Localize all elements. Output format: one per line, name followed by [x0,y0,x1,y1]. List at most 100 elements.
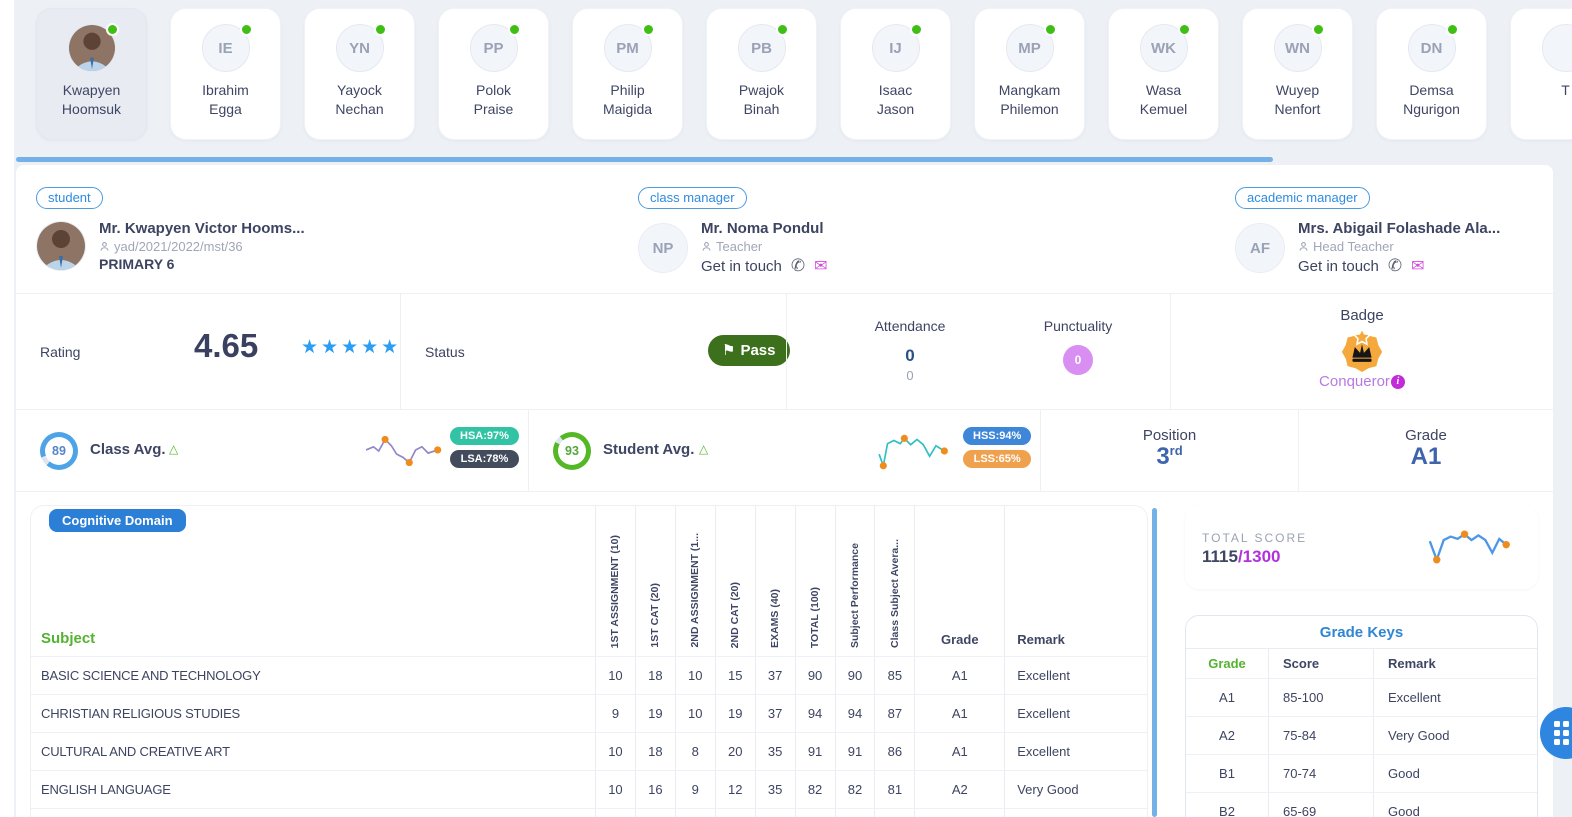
score-cell: 10 [594,657,635,694]
student-card[interactable]: PP Polok Praise [438,8,549,140]
score-cell: 91 [794,733,835,770]
attendance-sub-value: 0 [906,368,914,383]
avatar: PB [737,23,789,72]
total-score-label: TOTAL SCORE [1202,531,1308,545]
student-average-sparkline [878,434,948,470]
mail-icon[interactable]: ✉ [1411,258,1425,275]
grade-section: Grade A1 [1298,410,1553,491]
mail-icon[interactable]: ✉ [814,258,828,275]
score-cell: 12 [714,771,755,808]
student-average-value: 93 [558,437,586,465]
avatar [67,23,119,72]
grade-keys-grade-header: Grade [1186,649,1269,678]
student-card-name: Kwapyen Hoomsuk [61,82,122,117]
class-average-section: 89 Class Avg. △ HSA:97% LSA:78% [16,410,528,491]
academic-manager-avatar: AF [1235,223,1285,273]
class-manager-role-badge: class manager [638,187,747,209]
online-status-dot [775,23,789,36]
online-status-dot [239,23,253,36]
score-cell: 18 [634,657,675,694]
info-icon[interactable]: i [1390,374,1405,389]
grade-cell: A1 [914,657,1004,694]
carousel-scrollbar[interactable] [16,157,1273,162]
person-icon [100,242,109,251]
online-status-dot [1445,23,1459,36]
student-card[interactable]: DN Demsa Ngurigon [1376,8,1487,140]
get-in-touch-link[interactable]: Get in touch [1298,257,1379,275]
phone-icon[interactable]: ✆ [790,256,806,275]
trend-up-icon: △ [169,442,179,456]
score-cell: 19 [714,695,755,732]
high-score-average-pill: HSA:97% [450,427,519,445]
score-cell: 87 [874,695,914,732]
avatar: WN [1273,23,1325,72]
grade-cell: A1 [914,733,1004,770]
grade-keys-row: B2 65-69 Good [1186,793,1537,817]
initials-avatar: WK [1139,24,1188,72]
student-card-selected[interactable]: Kwapyen Hoomsuk [36,8,147,140]
position-section: Position 3rd [1040,410,1298,491]
student-profile: student Mr. Kwapyen Victor Hooms... yad/… [36,187,305,272]
total-score-value: 1115/1300 [1202,547,1281,566]
score-column-header: 1ST ASSIGNMENT (10) [594,506,635,656]
score-cell: 94 [834,695,875,732]
student-role-badge: student [36,187,103,209]
student-id: yad/2021/2022/mst/36 [114,239,243,254]
score-column-header: 1ST CAT (20) [634,506,675,656]
badge-name: Conqueror [1319,373,1390,390]
student-card[interactable]: YN Yayock Nechan [304,8,415,140]
punctuality-value: 0 [1063,345,1093,375]
avatar [1541,24,1572,72]
score-cell: 35 [754,771,795,808]
avatar: IJ [871,23,923,72]
student-card-name: Demsa Ngurigon [1403,82,1460,117]
cognitive-domain-table: Cognitive Domain Subject 1ST ASSIGNMENT … [30,505,1148,817]
initials-avatar: PP [469,24,518,72]
grade-keys-row: B1 70-74 Good [1186,755,1537,793]
student-card[interactable]: PM Philip Maigida [572,8,683,140]
score-column-header: Class Subject Avera... [874,506,914,656]
student-photo [37,222,85,270]
online-status-dot [1311,23,1325,36]
avatar: PM [603,23,655,72]
academic-manager-role: Head Teacher [1313,239,1394,254]
student-card[interactable]: MP Mangkam Philemon [974,8,1085,140]
remark-cell: Excellent [1004,695,1147,732]
get-in-touch-link[interactable]: Get in touch [701,257,782,275]
avatar: WK [1139,23,1191,72]
grid-icon [1554,721,1572,745]
score-cell: 10 [594,771,635,808]
class-manager-avatar: NP [638,223,688,273]
student-average-label: Student Avg. [603,441,695,458]
student-card[interactable]: WN Wuyep Nenfort [1242,8,1353,140]
avatar: PP [469,23,521,72]
student-card[interactable]: T [1510,8,1572,140]
score-cell: 86 [874,733,914,770]
remark-cell: Excellent [1004,733,1147,770]
punctuality-block: Punctuality 0 [1023,318,1133,375]
low-student-score-pill: LSS:65% [963,450,1032,468]
table-scrollbar[interactable] [1152,508,1157,817]
total-score-card: TOTAL SCORE 1115/1300 [1185,505,1538,589]
student-card[interactable]: IE Ibrahim Egga [170,8,281,140]
score-column-header: TOTAL (100) [794,506,835,656]
grade-keys-card: Grade Keys Grade Score Remark A1 85-100 … [1185,615,1538,817]
student-average-section: 93 Student Avg. △ HSS:94% LSS:65% [528,410,1040,491]
score-cell: 9 [674,771,715,808]
student-card-name: Pwajok Binah [738,82,785,117]
student-card[interactable]: IJ Isaac Jason [840,8,951,140]
grade-cell: A1 [914,695,1004,732]
phone-icon[interactable]: ✆ [1387,256,1403,275]
attendance-value: 0 [905,346,915,365]
score-cell: 35 [754,733,795,770]
student-card[interactable]: PB Pwajok Binah [706,8,817,140]
online-status-dot [909,23,923,36]
academic-manager-role-badge: academic manager [1235,187,1370,209]
score-cell: 37 [754,695,795,732]
table-row: ENGLISH LANGUAGE 10 16 9 12 35 82 82 81 … [31,770,1147,808]
rating-section: Rating 4.65 ★★★★★ [16,294,400,409]
grade-keys-row: A1 85-100 Excellent [1186,679,1537,717]
online-status-dot [105,23,119,36]
student-card[interactable]: WK Wasa Kemuel [1108,8,1219,140]
avatar: YN [335,23,387,72]
